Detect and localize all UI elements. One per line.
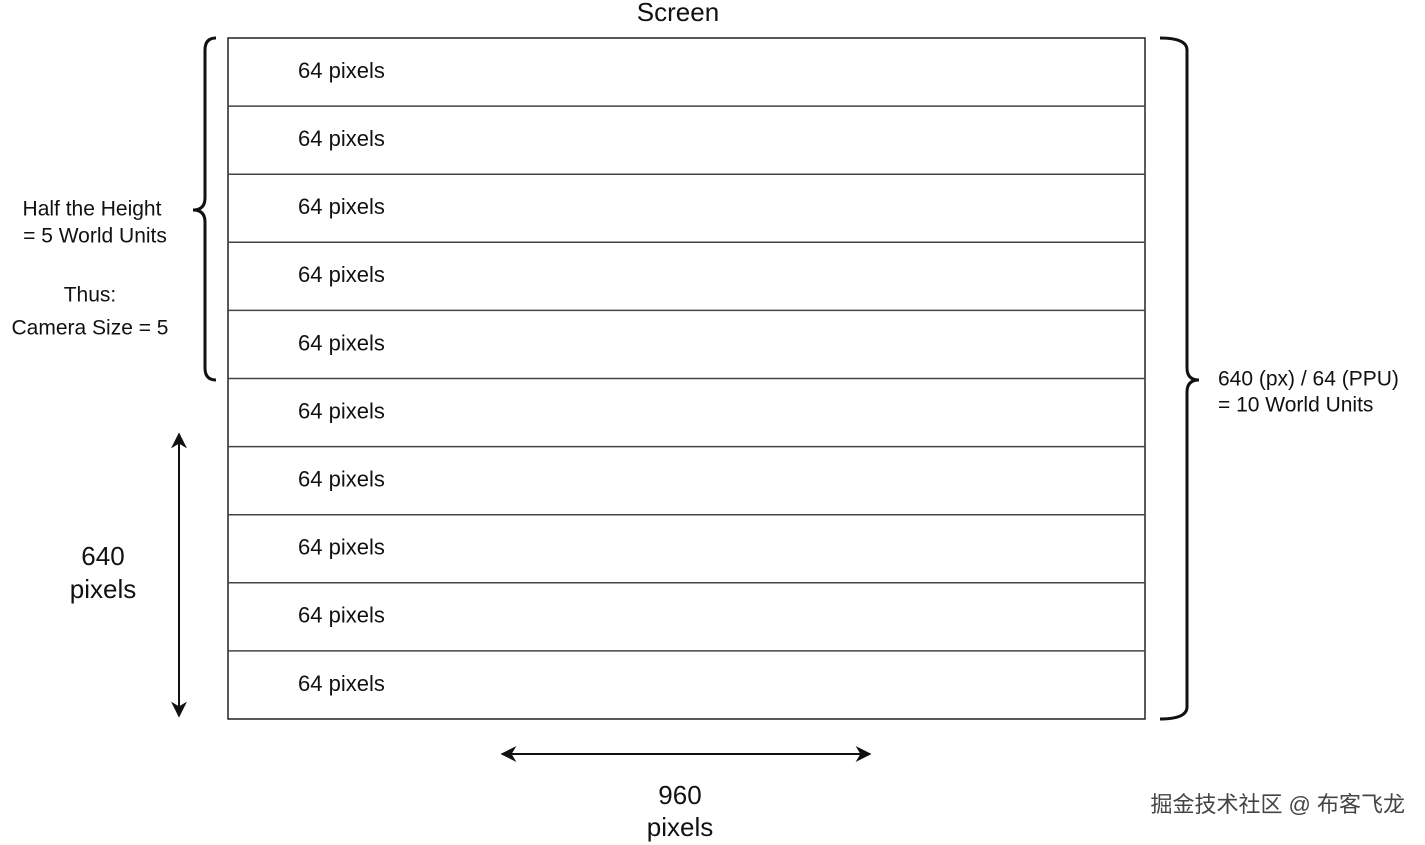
left-note: Half the Height: [23, 198, 162, 221]
row-label: 64 pixels: [298, 262, 385, 287]
left-note: Thus:: [64, 284, 117, 307]
height-label: 640: [81, 541, 124, 571]
row-label: 64 pixels: [298, 603, 385, 628]
left-note: Camera Size = 5: [12, 317, 169, 340]
title: Screen: [637, 0, 719, 27]
row-label: 64 pixels: [298, 330, 385, 355]
row-label: 64 pixels: [298, 671, 385, 696]
height-label: pixels: [70, 574, 136, 604]
right-brace: [1159, 36, 1200, 721]
watermark: 掘金技术社区 @ 布客飞龙: [1150, 792, 1405, 817]
row-label: 64 pixels: [298, 466, 385, 491]
width-label: pixels: [647, 812, 713, 842]
row-label: 64 pixels: [298, 398, 385, 423]
rows: 64 pixels 64 pixels 64 pixels 64 pixels 64 p…: [228, 58, 1145, 696]
left-brace: [192, 36, 217, 382]
right-note: = 10 World Units: [1218, 394, 1373, 417]
row-label: 64 pixels: [298, 126, 385, 151]
row-label: 64 pixels: [298, 58, 385, 83]
width-label: 960: [658, 780, 701, 810]
left-note: = 5 World Units: [23, 225, 167, 248]
row-label: 64 pixels: [298, 194, 385, 219]
right-note: 640 (px) / 64 (PPU): [1218, 368, 1399, 391]
row-label: 64 pixels: [298, 535, 385, 560]
